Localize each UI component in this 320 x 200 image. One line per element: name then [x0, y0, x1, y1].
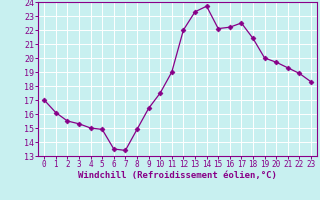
- X-axis label: Windchill (Refroidissement éolien,°C): Windchill (Refroidissement éolien,°C): [78, 171, 277, 180]
